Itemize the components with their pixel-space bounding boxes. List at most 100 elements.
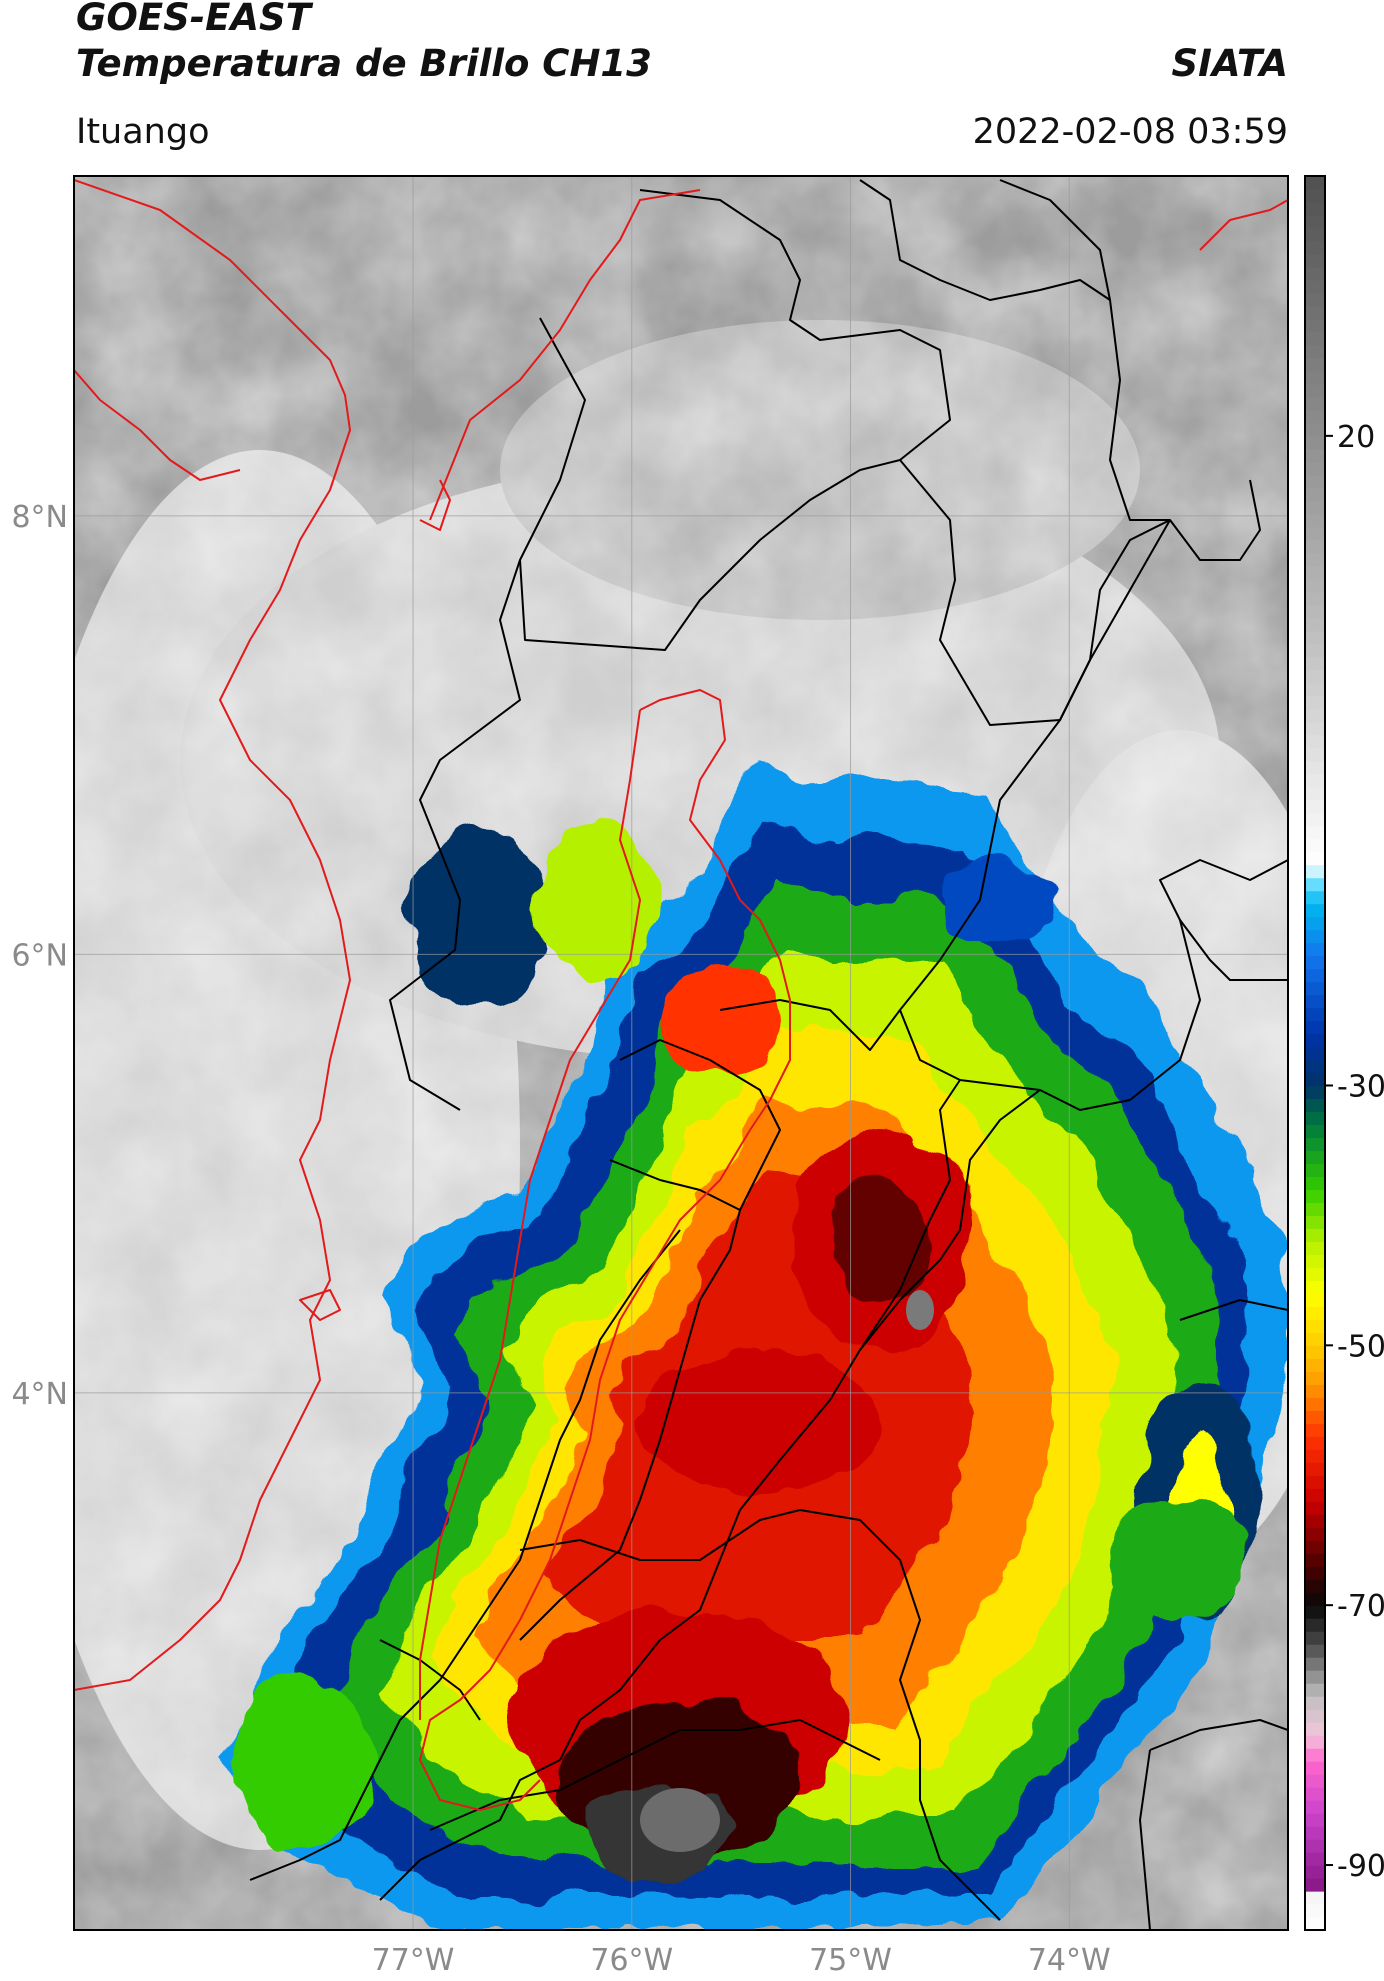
- colorbar-band: [1305, 435, 1325, 450]
- colorbar-band: [1305, 1007, 1325, 1022]
- colorbar-band: [1305, 1722, 1325, 1736]
- coastline-pacific-islands: [299, 1289, 341, 1321]
- colorbar-band: [1305, 1436, 1325, 1450]
- colorbar-band: [1305, 1215, 1325, 1229]
- colorbar-band: [1305, 669, 1325, 684]
- border-central-1: [619, 1039, 781, 1301]
- coastline-uraba: [429, 189, 701, 521]
- colorbar-band: [1305, 877, 1325, 892]
- colorbar-band: [1305, 1189, 1325, 1204]
- border-east-4: [1149, 1719, 1288, 1751]
- colorbar-band: [1305, 552, 1325, 567]
- border-east-2: [1129, 859, 1288, 1101]
- border-central-3: [719, 999, 901, 1051]
- colorbar-band: [1305, 1917, 1325, 1931]
- department-borders: [249, 179, 1288, 1930]
- border-east-5: [1139, 1749, 1151, 1930]
- colorbar-band: [1305, 981, 1325, 996]
- colorbar-band: [1305, 929, 1325, 944]
- colorbar-band: [1305, 1501, 1325, 1515]
- colorbar-band: [1305, 994, 1325, 1009]
- colorbar-band: [1305, 422, 1325, 437]
- colorbar-band: [1305, 604, 1325, 619]
- colorbar-band: [1305, 448, 1325, 463]
- colorbar-band: [1305, 864, 1325, 879]
- colorbar-band: [1305, 227, 1325, 242]
- colorbar-band: [1305, 409, 1325, 424]
- datetime-label: 2022-02-08 03:59: [972, 112, 1288, 152]
- colorbar-band: [1305, 292, 1325, 307]
- border-huila: [859, 1079, 961, 1351]
- colorbar-band: [1305, 916, 1325, 931]
- colorbar-band: [1305, 1514, 1325, 1528]
- storm-cell-0: [660, 965, 780, 1075]
- colorbar-band: [1305, 1839, 1325, 1853]
- storm-cell-7: [410, 830, 550, 1010]
- colorbar-tick-label: -90: [1337, 1849, 1384, 1884]
- border-choco-south: [379, 1639, 481, 1721]
- colorbar-band: [1305, 799, 1325, 814]
- colorbar-band: [1305, 1644, 1325, 1658]
- colorbar-band: [1305, 786, 1325, 801]
- coastline-northeast: [1199, 199, 1288, 251]
- colorbar-band: [1305, 1228, 1325, 1242]
- colorbar-band: [1305, 1618, 1325, 1632]
- border-central-2: [609, 1159, 741, 1211]
- storm-cell-13: [940, 860, 1060, 940]
- coastline-gulf: [419, 479, 451, 531]
- colorbar-band: [1305, 1696, 1325, 1710]
- colorbar-band: [1305, 968, 1325, 983]
- colorbar-band: [1305, 708, 1325, 723]
- storm-cell-12: [1110, 1500, 1250, 1620]
- colorbar-band: [1305, 1579, 1325, 1593]
- colorbar: 20 -30 -50 -70 -90: [1304, 175, 1384, 1931]
- colorbar-band: [1305, 1566, 1325, 1580]
- colorbar-band: [1305, 188, 1325, 203]
- border-north-3: [999, 179, 1111, 301]
- colorbar-frame: [1304, 175, 1326, 1931]
- lon-tick-label: 77°W: [372, 1943, 455, 1978]
- colorbar-tick-label: -50: [1337, 1329, 1384, 1364]
- title-line2: Temperatura de Brillo CH13: [76, 42, 652, 85]
- colorbar-band: [1305, 1904, 1325, 1918]
- colorbar-band: [1305, 1592, 1325, 1606]
- storm-cell-2: [830, 1180, 930, 1300]
- colorbar-band: [1305, 240, 1325, 255]
- colorbar-band: [1305, 357, 1325, 372]
- lat-tick-label: 8°N: [11, 500, 68, 535]
- colorbar-band: [1305, 955, 1325, 970]
- colorbar-band: [1305, 747, 1325, 762]
- location-label: Ituango: [76, 112, 210, 152]
- storm-system: [220, 760, 1288, 1930]
- colorbar-band: [1305, 773, 1325, 788]
- colorbar-band: [1305, 279, 1325, 294]
- border-choco-antioquia: [389, 559, 521, 1111]
- border-antioquia-east: [899, 459, 1171, 726]
- border-east-1: [899, 519, 1171, 1111]
- colorbar-band: [1305, 1176, 1325, 1191]
- colorbar-band: [1305, 1124, 1325, 1139]
- colorbar-band: [1305, 1384, 1325, 1398]
- colorbar-band: [1305, 1709, 1325, 1723]
- colorbar-band: [1305, 760, 1325, 775]
- colorbar-band: [1305, 1683, 1325, 1697]
- colorbar-band: [1305, 1605, 1325, 1619]
- colorbar-band: [1305, 695, 1325, 710]
- colorbar-band: [1305, 253, 1325, 268]
- border-north-2: [859, 179, 1261, 561]
- colorbar-band: [1305, 1787, 1325, 1801]
- title-line1: GOES-EAST: [76, 0, 311, 39]
- colorbar-band: [1305, 513, 1325, 528]
- colorbar-band: [1305, 1631, 1325, 1645]
- colorbar-tick-label: -30: [1337, 1069, 1384, 1104]
- colorbar-band: [1305, 176, 1325, 190]
- colorbar-band: [1305, 266, 1325, 281]
- colorbar-band: [1305, 1657, 1325, 1671]
- country-borders: [74, 179, 1288, 1811]
- colorbar-band: [1305, 890, 1325, 905]
- colorbar-band: [1305, 1475, 1325, 1489]
- colorbar-band: [1305, 643, 1325, 658]
- colorbar-band: [1305, 1813, 1325, 1827]
- colorbar-band: [1305, 500, 1325, 515]
- colorbar-band: [1305, 1319, 1325, 1333]
